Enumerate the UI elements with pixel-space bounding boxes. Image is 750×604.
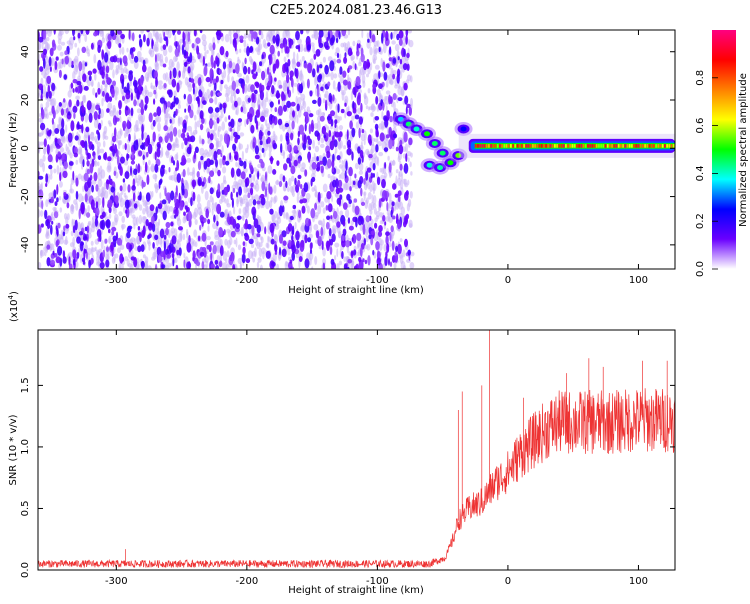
y-tick-label: 1.0 — [20, 439, 31, 455]
x-tick-label: 100 — [629, 576, 648, 587]
y-tick-label: 40 — [20, 45, 31, 58]
snr-series-line — [38, 330, 675, 569]
colorbar-tick-label: 0.8 — [695, 70, 706, 86]
spectral-band — [458, 133, 675, 158]
y-tick-label: -40 — [20, 237, 31, 253]
colorbar-tick-label: 0.2 — [695, 213, 706, 229]
y-tick-label: 1.5 — [20, 377, 31, 393]
snr-scale-prefix: (x10 — [9, 299, 20, 322]
x-tick-label: -300 — [105, 576, 128, 587]
x-tick-label: -200 — [236, 275, 259, 286]
spectrogram-y-label: Frequency (Hz) — [8, 112, 19, 188]
snr-y-label: SNR (10 * v/v) — [8, 414, 19, 485]
colorbar-gradient — [712, 30, 736, 269]
colorbar-tick-label: 0.6 — [695, 118, 706, 134]
transition-cluster — [454, 121, 473, 136]
snr-scale-exponent: 4 — [7, 294, 15, 299]
snr-scale-label: (x104) — [7, 291, 20, 322]
noise-blobs — [38, 30, 413, 269]
y-tick-label: -20 — [20, 188, 31, 204]
colorbar-tick-label: 0.0 — [695, 261, 706, 277]
snr-frame — [37, 329, 676, 571]
x-tick-label: -100 — [366, 275, 389, 286]
x-tick-label: -300 — [105, 275, 128, 286]
y-tick-label: 0.5 — [20, 501, 31, 517]
snr-scale-close: ) — [9, 291, 20, 295]
transition-cluster — [449, 148, 468, 163]
y-tick-label: 0.0 — [20, 562, 31, 578]
y-tick-label: 20 — [20, 94, 31, 107]
figure-title: C2E5.2024.081.23.46.G13 — [270, 3, 442, 18]
y-tick-label: 0 — [20, 145, 31, 151]
colorbar-label: Normalized spectral amplitude — [738, 73, 749, 227]
colorbar: 0.0 0.2 0.4 0.6 0.8 Normalized spectral ampl… — [695, 30, 749, 277]
colorbar-tick-label: 0.4 — [695, 165, 706, 181]
svg-text:(x104): (x104) — [7, 291, 20, 322]
x-tick-label: 0 — [505, 576, 511, 587]
x-tick-label: -200 — [236, 576, 259, 587]
spectrogram-frame — [37, 29, 676, 270]
snr-x-label: Height of straight line (km) — [288, 585, 424, 596]
snr-plot-area — [38, 330, 675, 569]
spectrogram-image — [38, 30, 675, 269]
snr-axes: -300 -200 -100 0 100 0.0 0.5 1.0 1.5 — [20, 330, 675, 587]
snr-panel: -300 -200 -100 0 100 0.0 0.5 1.0 1.5 Height of s… — [7, 291, 676, 596]
x-tick-label: 100 — [629, 275, 648, 286]
x-tick-label: 0 — [505, 275, 511, 286]
transition-clusters — [391, 112, 473, 175]
x-tick-label: -100 — [366, 576, 389, 587]
colorbar-axes: 0.0 0.2 0.4 0.6 0.8 — [695, 70, 718, 277]
spectrogram-x-label: Height of straight line (km) — [288, 285, 424, 296]
